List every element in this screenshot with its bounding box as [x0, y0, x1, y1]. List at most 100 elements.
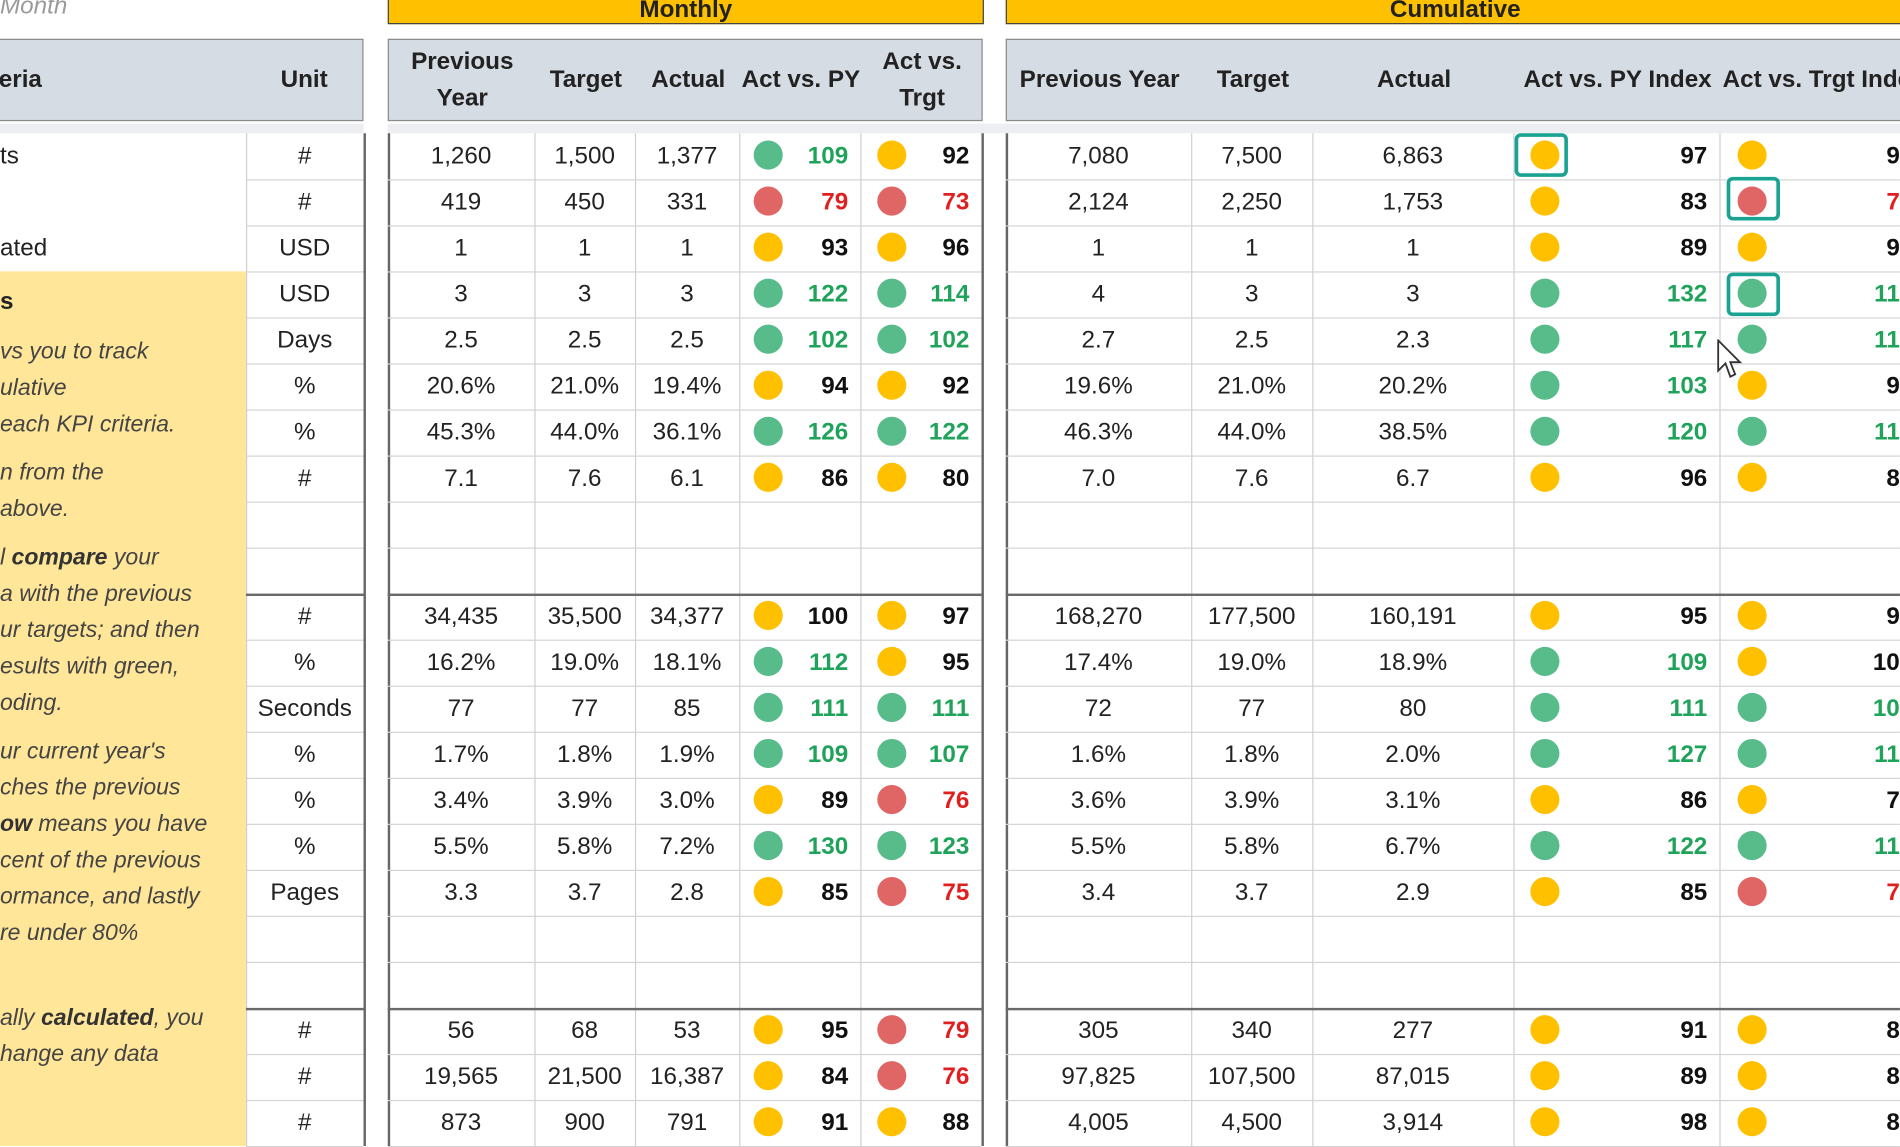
- criteria-label-3[interactable]: ated: [0, 235, 48, 262]
- monthly-actual-header[interactable]: Actual: [651, 66, 726, 94]
- unit-cell[interactable]: Days: [277, 327, 333, 354]
- index-value-cell[interactable]: 79: [821, 188, 849, 216]
- monthly-value-cell[interactable]: 16,387: [649, 1063, 725, 1091]
- monthly-value-cell[interactable]: 3.3: [444, 879, 478, 907]
- index-value-cell[interactable]: 96: [1886, 373, 1900, 400]
- unit-cell[interactable]: USD: [279, 281, 331, 308]
- monthly-value-cell[interactable]: 3: [577, 281, 592, 308]
- index-value-cell[interactable]: 118: [1874, 281, 1900, 308]
- cumulative-value-cell[interactable]: 80: [1399, 695, 1427, 722]
- unit-cell[interactable]: %: [293, 373, 316, 400]
- index-value-cell[interactable]: 98: [1680, 1109, 1708, 1137]
- cumulative-value-cell[interactable]: 6.7: [1395, 465, 1430, 492]
- index-value-cell[interactable]: 109: [1666, 649, 1708, 676]
- index-value-cell[interactable]: 78: [1886, 188, 1900, 216]
- index-value-cell[interactable]: 91: [821, 1109, 849, 1137]
- index-value-cell[interactable]: 91: [1680, 1017, 1708, 1045]
- cumulative-value-cell[interactable]: 77: [1238, 695, 1266, 722]
- index-value-cell[interactable]: 126: [807, 419, 849, 446]
- cumulative-value-cell[interactable]: 4,005: [1068, 1109, 1129, 1137]
- selected-indicator-cell[interactable]: [1514, 133, 1568, 177]
- monthly-value-cell[interactable]: 7.1: [444, 465, 478, 492]
- unit-cell[interactable]: %: [293, 833, 316, 861]
- index-value-cell[interactable]: 83: [1680, 188, 1708, 216]
- index-value-cell[interactable]: 120: [1666, 419, 1708, 446]
- index-value-cell[interactable]: 102: [807, 327, 849, 354]
- index-value-cell[interactable]: 122: [928, 419, 970, 446]
- criteria-label-1[interactable]: ts: [0, 142, 19, 170]
- cumulative-value-cell[interactable]: 21.0%: [1217, 373, 1287, 400]
- monthly-value-cell[interactable]: 3: [454, 281, 468, 308]
- monthly-value-cell[interactable]: 873: [440, 1109, 482, 1137]
- index-value-cell[interactable]: 107: [928, 741, 970, 769]
- monthly-value-cell[interactable]: 36.1%: [652, 419, 722, 446]
- index-value-cell[interactable]: 92: [942, 373, 970, 400]
- cumulative-value-cell[interactable]: 97,825: [1061, 1063, 1136, 1091]
- cumulative-value-cell[interactable]: 5.5%: [1070, 833, 1127, 861]
- cumulative-value-cell[interactable]: 7.0: [1081, 465, 1116, 492]
- monthly-value-cell[interactable]: 21.0%: [550, 373, 620, 400]
- monthly-target-header[interactable]: Target: [549, 66, 622, 94]
- monthly-act-vs-trgt-header[interactable]: Act vs. Trgt: [882, 48, 962, 112]
- cumulative-value-cell[interactable]: 277: [1392, 1017, 1434, 1045]
- cumulative-value-cell[interactable]: 2.5: [1234, 327, 1269, 354]
- monthly-value-cell[interactable]: 791: [666, 1109, 708, 1137]
- cumulative-target-header[interactable]: Target: [1216, 66, 1290, 94]
- monthly-value-cell[interactable]: 1,500: [554, 142, 615, 170]
- cumulative-previous-year-header[interactable]: Previous Year: [1019, 66, 1180, 94]
- index-value-cell[interactable]: 90: [1886, 603, 1900, 630]
- cumulative-act-vs-py-index-header[interactable]: Act vs. PY Index: [1523, 66, 1712, 94]
- unit-cell[interactable]: #: [298, 1063, 312, 1091]
- unit-cell[interactable]: %: [293, 741, 316, 769]
- monthly-value-cell[interactable]: 5.5%: [433, 833, 489, 861]
- index-value-cell[interactable]: 95: [821, 1017, 849, 1045]
- index-value-cell[interactable]: 96: [942, 235, 970, 262]
- cumulative-value-cell[interactable]: 6.7%: [1385, 833, 1441, 861]
- cumulative-value-cell[interactable]: 7,080: [1068, 142, 1129, 170]
- index-value-cell[interactable]: 114: [1874, 419, 1900, 446]
- index-value-cell[interactable]: 123: [928, 833, 970, 861]
- index-value-cell[interactable]: 94: [821, 373, 849, 400]
- cumulative-value-cell[interactable]: 3.4: [1081, 879, 1116, 907]
- monthly-value-cell[interactable]: 3: [680, 281, 694, 308]
- index-value-cell[interactable]: 102: [928, 327, 970, 354]
- cumulative-value-cell[interactable]: 2.0%: [1385, 741, 1441, 769]
- monthly-value-cell[interactable]: 3.9%: [557, 787, 613, 815]
- cumulative-value-cell[interactable]: 2.3: [1395, 327, 1430, 354]
- index-value-cell[interactable]: 110: [1874, 327, 1900, 354]
- unit-cell[interactable]: Pages: [270, 879, 340, 907]
- index-value-cell[interactable]: 86: [1680, 787, 1708, 815]
- index-value-cell[interactable]: 78: [1886, 879, 1900, 907]
- cumulative-value-cell[interactable]: 2,124: [1068, 188, 1129, 216]
- monthly-value-cell[interactable]: 5.8%: [557, 833, 613, 861]
- cumulative-value-cell[interactable]: 107,500: [1207, 1063, 1296, 1091]
- cumulative-value-cell[interactable]: 3: [1244, 281, 1259, 308]
- index-value-cell[interactable]: 79: [942, 1017, 970, 1045]
- index-value-cell[interactable]: 73: [942, 188, 970, 216]
- cumulative-value-cell[interactable]: 87,015: [1375, 1063, 1450, 1091]
- index-value-cell[interactable]: 88: [1886, 465, 1900, 492]
- monthly-value-cell[interactable]: 18.1%: [652, 649, 722, 676]
- index-value-cell[interactable]: 111: [1669, 695, 1708, 722]
- cumulative-value-cell[interactable]: 4: [1091, 281, 1106, 308]
- cumulative-value-cell[interactable]: 1: [1406, 235, 1420, 262]
- monthly-value-cell[interactable]: 2.5: [444, 327, 478, 354]
- cumulative-value-cell[interactable]: 20.2%: [1378, 373, 1448, 400]
- monthly-value-cell[interactable]: 7.2%: [659, 833, 715, 861]
- cumulative-value-cell[interactable]: 72: [1084, 695, 1112, 722]
- cumulative-value-cell[interactable]: 305: [1078, 1017, 1119, 1045]
- unit-cell[interactable]: #: [298, 142, 312, 170]
- index-value-cell[interactable]: 122: [1666, 833, 1708, 861]
- monthly-value-cell[interactable]: 19,565: [423, 1063, 499, 1091]
- index-value-cell[interactable]: 116: [1874, 833, 1900, 861]
- unit-cell[interactable]: %: [293, 787, 316, 815]
- index-value-cell[interactable]: 117: [1668, 327, 1708, 354]
- monthly-value-cell[interactable]: 1,260: [430, 142, 492, 170]
- unit-cell[interactable]: #: [298, 465, 312, 492]
- index-value-cell[interactable]: 94: [1886, 235, 1900, 262]
- index-value-cell[interactable]: 100: [807, 603, 849, 630]
- monthly-value-cell[interactable]: 21,500: [547, 1063, 622, 1091]
- index-value-cell[interactable]: 97: [942, 603, 970, 630]
- index-value-cell[interactable]: 76: [942, 787, 970, 815]
- unit-cell[interactable]: USD: [279, 235, 331, 262]
